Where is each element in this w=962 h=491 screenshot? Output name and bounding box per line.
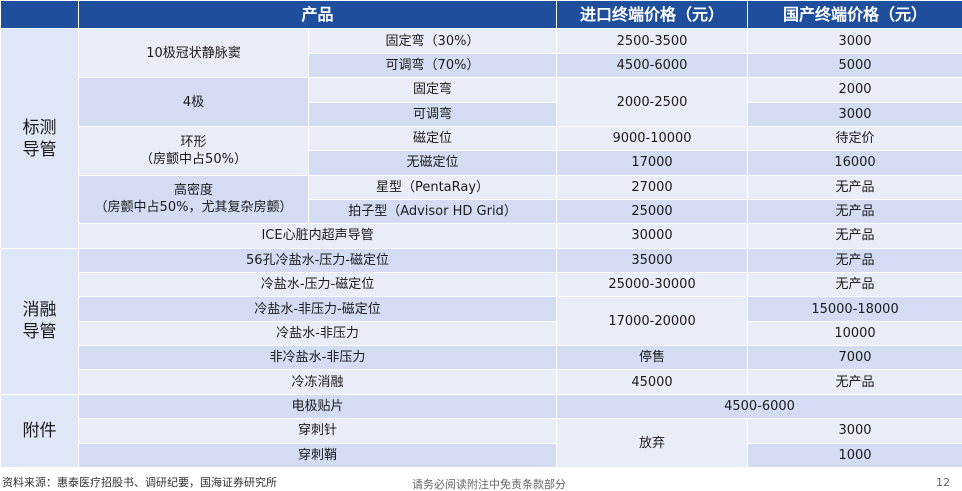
ablation-r6-domestic: 无产品 [747,369,962,395]
acc-needle-import: 放弃 [556,418,749,468]
ablation-r5-import: 停售 [556,345,749,371]
table-row: 可调弯 3000 [1,101,962,127]
ablation-r5-name: 非冷盐水-非压力 [77,345,558,371]
category-ablation-label: 消融 导管 [22,300,57,343]
table-row: 高密度 （房颤中占50%，尤其复杂房颤） 星型（PentaRay） 27000 … [1,174,962,225]
ablation-r3-name: 冷盐水-非压力-磁定位 [77,296,558,322]
type-ring-nomag: 无磁定位 [307,150,558,176]
table-header-row: 产品 进口终端价格（元） 国产终端价格（元） [0,0,962,30]
product-hd-label: 高密度 （房颤中占50%，尤其复杂房颤） [94,183,293,216]
product-ring-label: 环形 （房颤中占50%） [140,134,247,167]
ablation-r2-import: 25000-30000 [556,272,749,298]
ablation-r4-domestic: 10000 [747,320,962,347]
acc-needle-name: 穿刺针 [77,418,558,444]
product-ring: 环形 （房颤中占50%） [78,125,309,176]
import-p4: 2000-2500 [556,77,749,127]
domestic-cs10-adj: 5000 [747,52,962,79]
table-row: 4极 固定弯 2000-2500 2000 [1,77,962,127]
domestic-cs10-fixed: 3000 [747,28,962,54]
ablation-r6-import: 45000 [556,369,749,395]
product-p4: 4极 [78,77,309,127]
category-mapping-label: 标测 导管 [22,117,57,160]
acc-electrode-price: 4500-6000 [556,393,962,420]
product-hd: 高密度 （房颤中占50%，尤其复杂房颤） [78,174,309,225]
table-row: 附件 电极贴片 4500-6000 [0,393,962,469]
ablation-r34-import: 17000-20000 [556,296,749,347]
import-cs10-fixed: 2500-3500 [556,28,749,54]
type-hd-star: 星型（PentaRay） [307,174,558,200]
page-footer: 资料来源：惠泰医疗招股书、调研纪要，国海证券研究所 请务必阅读附注中免责条款部分… [0,471,962,491]
table-row: 可调弯（70%） 4500-6000 5000 [1,52,962,79]
type-p4-adj: 可调弯 [307,101,558,127]
ablation-r1-domestic: 无产品 [747,247,962,274]
product-ice: ICE心脏内超声导管 [77,223,558,249]
table-row: 冷盐水-压力-磁定位 25000-30000 无产品 [1,272,962,298]
import-hd-grid: 25000 [556,198,749,225]
source-note: 资料来源：惠泰医疗招股书、调研纪要，国海证券研究所 [2,476,277,489]
disclaimer-note: 请务必阅读附注中免责条款部分 [412,478,566,491]
domestic-p4-adj: 3000 [747,101,962,127]
acc-needle-domestic: 3000 [747,418,962,444]
acc-sheath-domestic: 1000 [747,442,962,469]
ablation-r5-domestic: 7000 [747,345,962,371]
domestic-p4-fixed: 2000 [747,77,962,103]
type-p4-fixed: 固定弯 [307,77,558,103]
ablation-r4-name: 冷盐水-非压力 [77,320,558,347]
table-row: ICE心脏内超声导管 30000 无产品 [1,223,962,249]
category-mapping: 标测 导管 [0,28,79,249]
table-row: 非冷盐水-非压力 停售 7000 [1,345,962,371]
domestic-ring-nomag: 16000 [747,150,962,176]
import-hd-star: 27000 [556,174,749,200]
table-row: 消融 导管 56孔冷盐水-压力-磁定位 35000 无产品 [0,247,962,395]
page-number: 12 [936,476,950,489]
header-import-price: 进口终端价格（元） [556,0,749,30]
header-corner [0,0,79,30]
header-product: 产品 [77,0,558,30]
table-row: 穿刺针 放弃 3000 [1,418,962,468]
table-row: 无磁定位 17000 16000 [1,150,962,176]
category-ablation: 消融 导管 [0,247,79,395]
import-ring-mag: 9000-10000 [556,125,749,152]
domestic-hd-grid: 无产品 [747,198,962,225]
ablation-r6-name: 冷冻消融 [77,369,558,395]
category-accessories: 附件 [0,393,79,469]
table-row: 环形 （房颤中占50%） 磁定位 9000-10000 待定价 [1,125,962,176]
ablation-r1-import: 35000 [556,247,749,274]
import-ring-nomag: 17000 [556,150,749,176]
type-ring-mag: 磁定位 [307,125,558,152]
import-ice: 30000 [556,223,749,249]
acc-electrode-name: 电极贴片 [77,393,558,420]
ablation-r1-name: 56孔冷盐水-压力-磁定位 [77,247,558,274]
ablation-r2-name: 冷盐水-压力-磁定位 [77,272,558,298]
acc-sheath-name: 穿刺鞘 [77,442,558,469]
domestic-ice: 无产品 [747,223,962,249]
product-cs10: 10极冠状静脉窦 [78,28,309,79]
import-cs10-adj: 4500-6000 [556,52,749,79]
table-row: 冷盐水-非压力-磁定位 17000-20000 15000-18000 [1,296,962,347]
table-row: 冷盐水-非压力 10000 [1,320,962,347]
table-row: 冷冻消融 45000 无产品 [1,369,962,395]
price-table: 产品 进口终端价格（元） 国产终端价格（元） 标测 导管 10极冠状静脉窦 固定… [0,0,962,469]
header-domestic-price: 国产终端价格（元） [747,0,962,30]
table-row: 拍子型（Advisor HD Grid） 25000 无产品 [1,198,962,225]
ablation-r2-domestic: 无产品 [747,272,962,298]
domestic-hd-star: 无产品 [747,174,962,200]
table-row: 穿刺鞘 1000 [1,442,962,469]
ablation-r3-domestic: 15000-18000 [747,296,962,322]
domestic-ring-mag: 待定价 [747,125,962,152]
type-cs10-adj: 可调弯（70%） [307,52,558,79]
type-cs10-fixed: 固定弯（30%） [307,28,558,54]
table-row: 标测 导管 10极冠状静脉窦 固定弯（30%） 2500-3500 3000 [0,28,962,249]
type-hd-grid: 拍子型（Advisor HD Grid） [307,198,558,225]
